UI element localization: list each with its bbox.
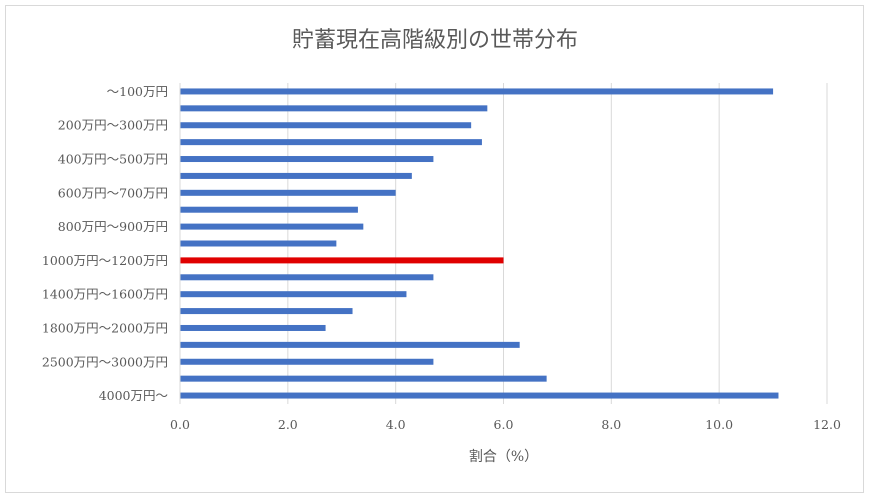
chart-title: 貯蓄現在高階級別の世帯分布 xyxy=(291,28,578,53)
bar xyxy=(180,324,326,331)
bar xyxy=(180,392,779,399)
y-tick-label: 200万円～300万円 xyxy=(58,118,168,133)
y-tick-label: 600万円～700万円 xyxy=(58,185,168,200)
x-tick-label: 8.0 xyxy=(601,417,621,432)
bar xyxy=(180,257,504,264)
x-tick-label: 12.0 xyxy=(813,417,841,432)
bar xyxy=(180,156,434,163)
bar xyxy=(180,308,353,315)
bar xyxy=(180,358,434,365)
bar xyxy=(180,189,396,196)
y-tick-label: 400万円～500万円 xyxy=(58,152,168,167)
x-tick-label: 4.0 xyxy=(386,417,406,432)
bar xyxy=(180,88,774,95)
y-tick-label: 2500万円～3000万円 xyxy=(42,354,168,369)
bar xyxy=(180,274,434,281)
x-tick-label: 0.0 xyxy=(170,417,190,432)
chart-frame xyxy=(5,5,864,493)
bar xyxy=(180,375,547,382)
x-tick-label: 2.0 xyxy=(278,417,298,432)
y-tick-label: 1800万円～2000万円 xyxy=(42,320,168,335)
y-tick-label: 4000万円～ xyxy=(99,388,168,403)
bar xyxy=(180,122,472,129)
y-tick-label: 1000万円～1200万円 xyxy=(42,253,168,268)
y-tick-label: ～100万円 xyxy=(107,84,168,99)
bar xyxy=(180,139,482,146)
bar xyxy=(180,240,337,247)
bar xyxy=(180,223,364,230)
x-tick-label: 10.0 xyxy=(705,417,733,432)
bar xyxy=(180,206,358,213)
bar xyxy=(180,341,520,348)
bar xyxy=(180,172,412,179)
bar xyxy=(180,105,488,112)
bar xyxy=(180,291,407,298)
y-tick-label: 800万円～900万円 xyxy=(58,219,168,234)
x-axis-label: 割合（%） xyxy=(468,449,539,465)
y-tick-label: 1400万円～1600万円 xyxy=(42,287,168,302)
x-tick-label: 6.0 xyxy=(494,417,514,432)
